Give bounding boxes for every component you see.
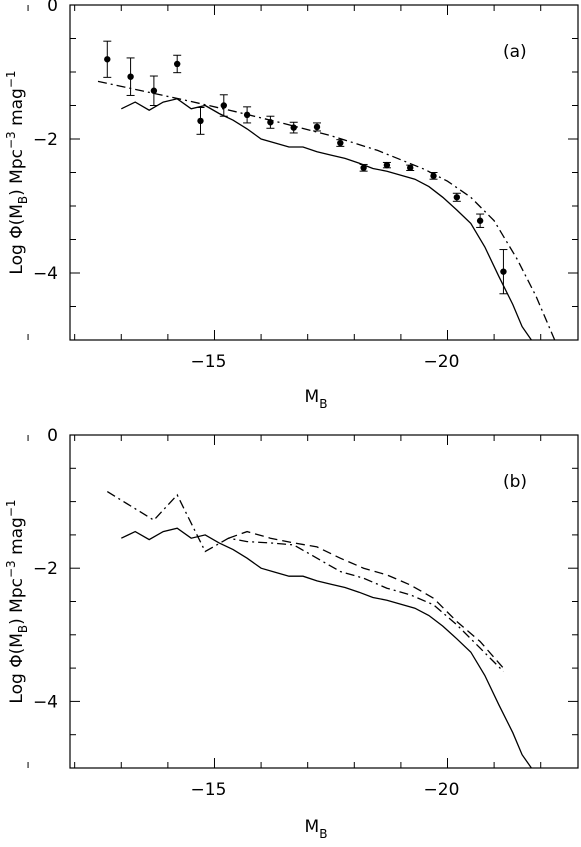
data-point: [197, 117, 204, 125]
data-point: [453, 194, 461, 201]
data-point: [150, 87, 158, 94]
data-point: [173, 60, 181, 68]
y-tick-label: 0: [47, 426, 58, 446]
series-group: [97, 40, 556, 340]
x-tick-label: −15: [191, 352, 227, 372]
x-tick-label: −20: [424, 780, 460, 800]
data-point: [220, 102, 227, 109]
plot-frame: [69, 434, 579, 769]
data-point: [337, 139, 344, 147]
series-line-solid: [121, 98, 532, 340]
series-line-dash-dot: [106, 491, 504, 672]
data-point: [104, 56, 111, 63]
x-axis-label: MB: [305, 817, 328, 841]
data-point: [127, 73, 134, 80]
series-line-solid: [121, 527, 532, 768]
x-axis-label: MB: [305, 387, 328, 411]
data-point: [313, 123, 321, 131]
data-point: [500, 268, 507, 275]
y-tick-label: −4: [33, 692, 58, 712]
y-tick-label: −4: [33, 264, 58, 284]
data-point: [476, 217, 484, 224]
panel-label: (a): [503, 42, 527, 62]
series-group: [106, 491, 532, 768]
series-line-dashed: [228, 530, 504, 669]
y-tick-label: −2: [33, 130, 58, 150]
panel-a: −15 −20 0 −2 −4 MB Log Φ(MB) Mpc−3 mag−1 (a): [4, 0, 579, 411]
y-tick-label: 0: [47, 0, 58, 16]
data-point: [383, 161, 391, 169]
panel-b: −15 −20 0 −2 −4 MB Log Φ(MB) Mpc−3 mag−1 (b): [4, 426, 579, 841]
y-axis-label: Log Φ(MB) Mpc−3 mag−1: [4, 70, 30, 274]
x-tick-label: −20: [424, 352, 460, 372]
data-point: [407, 164, 414, 172]
panel-label: (b): [503, 472, 527, 492]
plot-frame: [69, 4, 579, 341]
x-tick-label: −15: [191, 780, 227, 800]
data-point: [290, 124, 297, 131]
y-tick-label: −2: [33, 559, 58, 579]
series-line-dash-dot: [97, 80, 556, 340]
y-axis-label: Log Φ(MB) Mpc−3 mag−1: [4, 499, 30, 703]
